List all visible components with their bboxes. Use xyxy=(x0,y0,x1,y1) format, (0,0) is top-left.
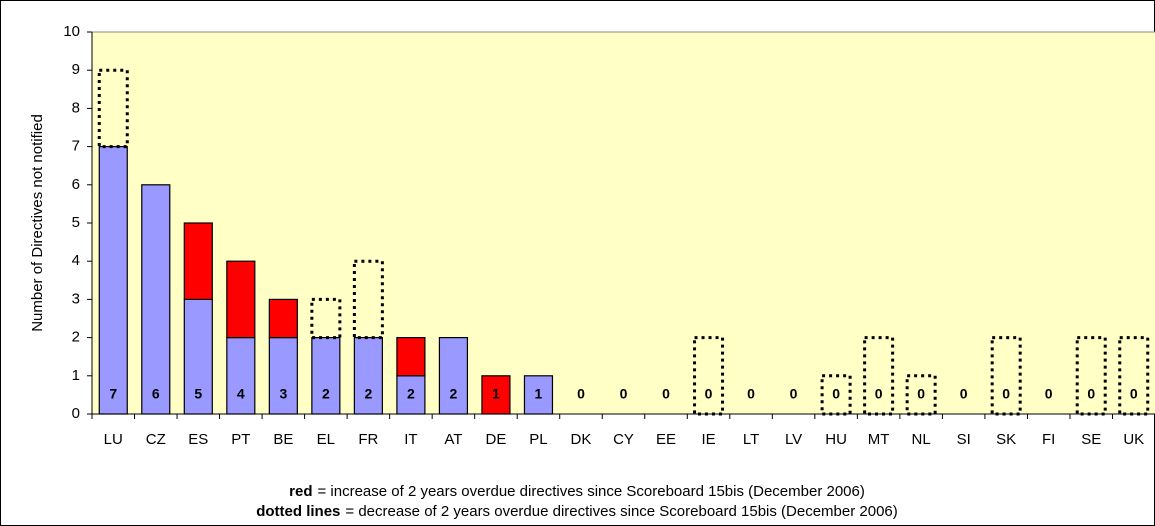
note-text: = decrease of 2 years overdue directives… xyxy=(345,503,897,520)
value-label: 2 xyxy=(450,386,458,402)
decrease-box xyxy=(310,297,342,340)
x-tick-label: CZ xyxy=(146,431,166,448)
bar xyxy=(141,184,171,415)
x-tick-label: SK xyxy=(996,431,1016,448)
value-label: 0 xyxy=(1130,386,1138,402)
value-label: 0 xyxy=(747,386,755,402)
bar xyxy=(311,337,341,415)
x-tick-label: MT xyxy=(868,431,890,448)
y-tick-label: 0 xyxy=(72,405,80,422)
value-label: 1 xyxy=(535,386,543,402)
x-tick-label: PT xyxy=(231,431,250,448)
x-tick-label: NL xyxy=(912,431,931,448)
value-label: 2 xyxy=(364,386,372,402)
y-tick-label: 1 xyxy=(72,367,80,384)
y-tick-label: 3 xyxy=(72,290,80,307)
bar xyxy=(396,337,426,377)
value-label: 7 xyxy=(109,386,117,402)
value-label: 0 xyxy=(960,386,968,402)
value-label: 2 xyxy=(407,386,415,402)
x-tick-label: BE xyxy=(273,431,293,448)
note: dotted lines = decrease of 2 years overdu… xyxy=(256,503,898,520)
y-tick-label: 9 xyxy=(72,61,80,78)
decrease-box xyxy=(905,374,937,416)
y-tick-label: 5 xyxy=(72,214,80,231)
note: red = increase of 2 years overdue directi… xyxy=(289,483,865,500)
value-label: 0 xyxy=(917,386,925,402)
bar xyxy=(226,260,256,339)
decrease-box xyxy=(693,336,725,416)
bar xyxy=(438,337,469,415)
value-label: 2 xyxy=(322,386,330,402)
x-tick-label: PL xyxy=(529,431,547,448)
value-label: 0 xyxy=(620,386,628,402)
decrease-box xyxy=(1075,336,1107,416)
x-tick-label: AT xyxy=(444,431,462,448)
decrease-box xyxy=(97,68,129,149)
value-label: 0 xyxy=(790,386,798,402)
x-tick-label: ES xyxy=(188,431,208,448)
x-tick-label: SI xyxy=(957,431,971,448)
bar xyxy=(226,337,256,415)
decrease-box xyxy=(820,374,852,416)
decrease-box xyxy=(352,259,384,340)
y-axis-label: Number of Directives not notified xyxy=(29,114,46,332)
x-tick-label: IT xyxy=(404,431,417,448)
bar xyxy=(268,298,298,339)
value-label: 1 xyxy=(492,386,500,402)
x-tick-label: DE xyxy=(486,431,507,448)
x-tick-label: DK xyxy=(571,431,592,448)
note-bold: dotted lines xyxy=(256,503,340,520)
y-tick-label: 6 xyxy=(72,176,80,193)
decrease-box xyxy=(863,336,895,416)
x-tick-label: EE xyxy=(656,431,676,448)
y-tick-label: 7 xyxy=(72,138,80,155)
x-tick-label: IE xyxy=(701,431,715,448)
x-tick-label: EL xyxy=(317,431,335,448)
value-label: 5 xyxy=(194,386,202,402)
x-tick-label: UK xyxy=(1123,431,1144,448)
note-bold: red xyxy=(289,483,312,500)
value-label: 0 xyxy=(1087,386,1095,402)
y-tick-label: 10 xyxy=(63,23,80,40)
bar xyxy=(523,375,554,415)
value-label: 0 xyxy=(832,386,840,402)
value-label: 3 xyxy=(279,386,287,402)
value-label: 4 xyxy=(237,386,245,402)
x-tick-label: CY xyxy=(613,431,634,448)
x-tick-label: LU xyxy=(104,431,123,448)
bar xyxy=(353,337,383,415)
x-tick-label: FR xyxy=(358,431,378,448)
y-tick-label: 2 xyxy=(72,329,80,346)
bar xyxy=(268,337,298,415)
x-tick-label: HU xyxy=(825,431,847,448)
value-label: 0 xyxy=(1045,386,1053,402)
value-label: 0 xyxy=(875,386,883,402)
value-label: 0 xyxy=(1002,386,1010,402)
bar xyxy=(183,222,213,301)
bar xyxy=(98,146,128,415)
value-label: 0 xyxy=(662,386,670,402)
bar xyxy=(396,375,426,415)
x-tick-label: SE xyxy=(1081,431,1101,448)
x-tick-label: LT xyxy=(743,431,759,448)
value-label: 0 xyxy=(705,386,713,402)
decrease-box xyxy=(1118,336,1150,416)
y-tick-label: 8 xyxy=(72,99,80,116)
value-label: 0 xyxy=(577,386,585,402)
bar xyxy=(481,375,511,415)
y-tick-label: 4 xyxy=(72,252,80,269)
x-tick-label: LV xyxy=(785,431,802,448)
note-text: = increase of 2 years overdue directives… xyxy=(317,483,864,500)
value-label: 6 xyxy=(152,386,160,402)
decrease-box xyxy=(990,336,1022,416)
x-tick-label: FI xyxy=(1042,431,1055,448)
